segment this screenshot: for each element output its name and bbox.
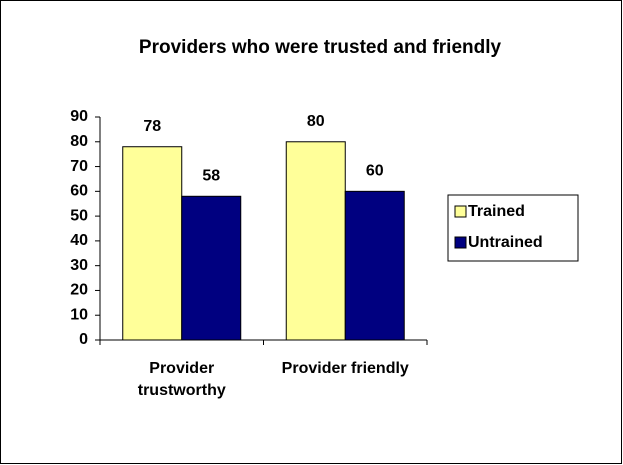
y-tick-label: 0 xyxy=(79,331,88,348)
chart-title: Providers who were trusted and friendly xyxy=(139,37,502,58)
legend-box xyxy=(447,194,579,262)
value-label: 80 xyxy=(307,113,325,130)
legend-swatch xyxy=(454,236,467,249)
y-tick-label: 50 xyxy=(70,207,88,224)
y-tick-label: 80 xyxy=(70,133,88,150)
value-label: 58 xyxy=(202,168,220,185)
value-label: 78 xyxy=(143,118,161,135)
bar xyxy=(285,141,346,341)
bar xyxy=(122,146,183,341)
y-tick-label: 10 xyxy=(70,306,88,323)
legend-label: Trained xyxy=(468,203,525,220)
y-tick-label: 70 xyxy=(70,158,88,175)
x-tick-label: Provider friendly xyxy=(281,360,409,377)
y-tick-label: 20 xyxy=(70,282,88,299)
y-tick-label: 40 xyxy=(70,232,88,249)
bar xyxy=(181,195,242,341)
y-tick-label: 30 xyxy=(70,257,88,274)
legend-label: Untrained xyxy=(468,234,543,251)
bar xyxy=(344,190,405,341)
x-tick-label: Provider trustworthy xyxy=(137,360,226,399)
value-label: 60 xyxy=(366,163,384,180)
y-tick-label: 60 xyxy=(70,183,88,200)
y-tick-label: 90 xyxy=(70,108,88,125)
legend-swatch xyxy=(454,205,467,218)
